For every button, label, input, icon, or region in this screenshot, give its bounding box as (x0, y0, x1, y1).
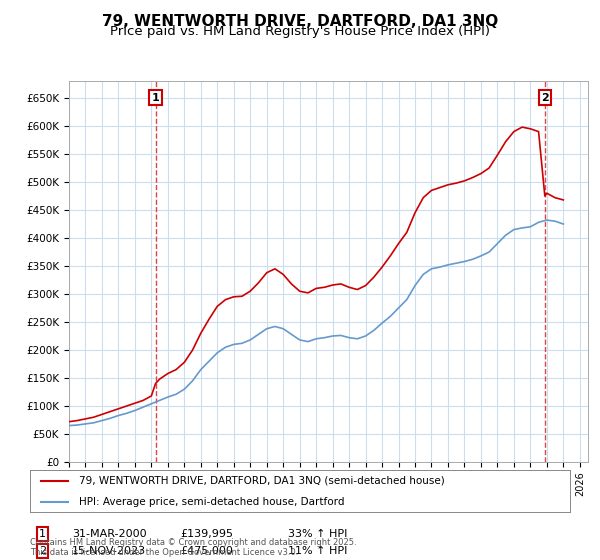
Text: 1: 1 (39, 529, 46, 539)
Text: 1: 1 (152, 92, 160, 102)
Text: 79, WENTWORTH DRIVE, DARTFORD, DA1 3NQ (semi-detached house): 79, WENTWORTH DRIVE, DARTFORD, DA1 3NQ (… (79, 476, 445, 486)
Text: HPI: Average price, semi-detached house, Dartford: HPI: Average price, semi-detached house,… (79, 497, 344, 507)
Text: 15-NOV-2023: 15-NOV-2023 (72, 546, 146, 556)
Text: Contains HM Land Registry data © Crown copyright and database right 2025.
This d: Contains HM Land Registry data © Crown c… (30, 538, 356, 557)
Text: Price paid vs. HM Land Registry's House Price Index (HPI): Price paid vs. HM Land Registry's House … (110, 25, 490, 38)
Text: 33% ↑ HPI: 33% ↑ HPI (288, 529, 347, 539)
Text: £475,000: £475,000 (180, 546, 233, 556)
Text: £139,995: £139,995 (180, 529, 233, 539)
Text: 2: 2 (541, 92, 549, 102)
Text: 11% ↑ HPI: 11% ↑ HPI (288, 546, 347, 556)
Text: 2: 2 (39, 546, 46, 556)
Text: 79, WENTWORTH DRIVE, DARTFORD, DA1 3NQ: 79, WENTWORTH DRIVE, DARTFORD, DA1 3NQ (102, 14, 498, 29)
Text: 31-MAR-2000: 31-MAR-2000 (72, 529, 146, 539)
